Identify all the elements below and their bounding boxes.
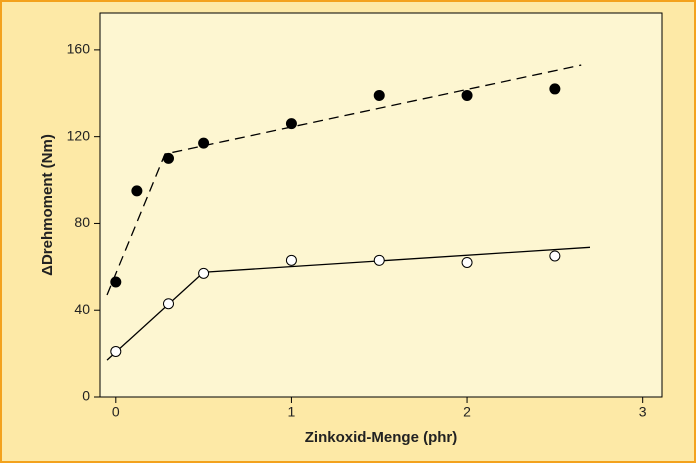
y-tick-label: 80 (74, 214, 90, 230)
y-tick-label: 120 (67, 127, 91, 143)
point (198, 267, 210, 279)
x-tick-label: 2 (463, 404, 471, 420)
point (373, 89, 385, 101)
point (285, 254, 297, 266)
y-axis-label: ΔDrehmoment (Nm) (39, 134, 56, 276)
fit-line (106, 64, 582, 296)
point (162, 152, 174, 164)
y-tick-label: 40 (74, 301, 90, 317)
point (162, 298, 174, 310)
point (549, 250, 561, 262)
x-tick-label: 1 (288, 404, 296, 420)
x-tick-label: 0 (112, 404, 120, 420)
y-tick-label: 0 (82, 388, 90, 404)
point (549, 83, 561, 95)
point (461, 89, 473, 101)
plot-area (99, 12, 663, 398)
point (198, 137, 210, 149)
point (131, 185, 143, 197)
x-tick-label: 3 (639, 404, 647, 420)
y-tick-label: 160 (67, 41, 91, 57)
point (285, 118, 297, 130)
point (461, 256, 473, 268)
x-axis-label: Zinkoxid-Menge (phr) (305, 429, 458, 446)
point (110, 345, 122, 357)
point (373, 254, 385, 266)
point (110, 276, 122, 288)
